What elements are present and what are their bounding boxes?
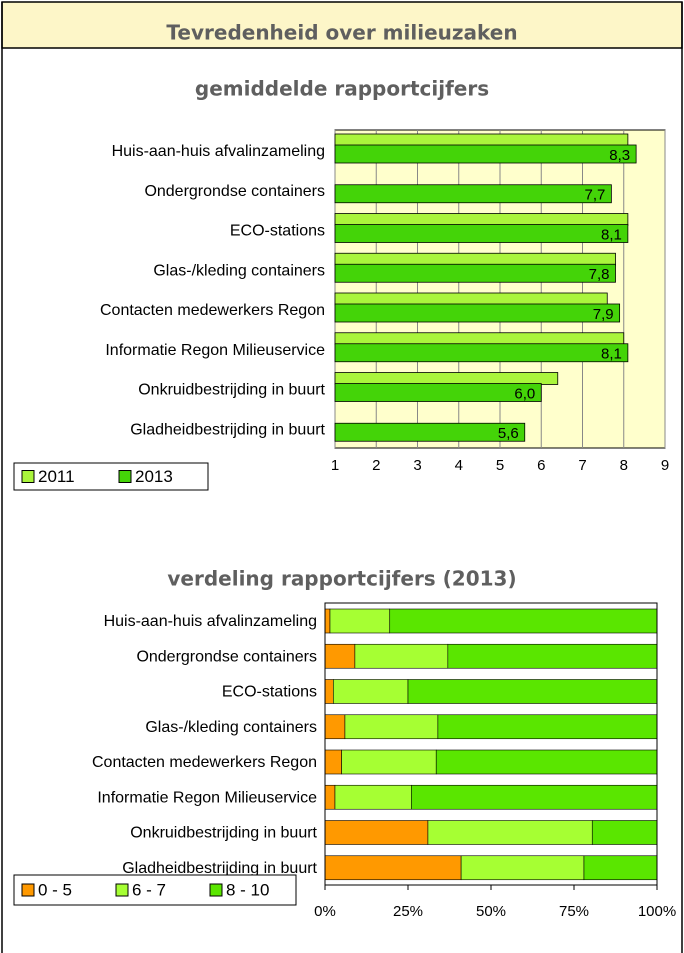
legend-swatch	[21, 883, 35, 897]
legend-box	[13, 462, 209, 491]
value-label: 7,8	[589, 266, 610, 283]
bar-segment	[324, 608, 331, 634]
value-label: 8,1	[601, 346, 622, 363]
bar-segment	[389, 608, 658, 634]
bar	[334, 263, 616, 283]
value-label: 7,9	[593, 306, 614, 323]
value-label: 8,1	[601, 226, 622, 243]
legend-label: 6 - 7	[132, 880, 166, 899]
bar-segment	[344, 714, 439, 740]
bar	[334, 332, 625, 346]
category-label: Onkruidbestrijding in buurt	[138, 382, 325, 399]
category-label: Informatie Regon Milieuservice	[105, 342, 325, 359]
chart-title: verdeling rapportcijfers (2013)	[167, 567, 516, 591]
bar	[334, 383, 542, 402]
category-label: ECO-stations	[230, 223, 325, 240]
category-label: Ondergrondse containers	[144, 183, 325, 200]
bar-segment	[437, 714, 658, 740]
bar	[334, 343, 629, 363]
bar-segment	[332, 679, 409, 704]
x-tick-label: 7	[578, 457, 586, 474]
bar	[334, 133, 629, 147]
bar	[334, 303, 621, 323]
x-tick-label: 2	[372, 457, 380, 474]
chart-title: gemiddelde rapportcijfers	[195, 77, 489, 101]
x-tick-label: 6	[537, 457, 545, 474]
legend-swatch	[115, 883, 129, 897]
bar-segment	[354, 643, 449, 669]
x-tick-label: 5	[496, 457, 504, 474]
legend-label: 2011	[38, 467, 75, 486]
bar-segment	[324, 820, 429, 845]
bar-segment	[324, 679, 334, 704]
x-tick-label: 3	[413, 457, 421, 474]
legend-swatch	[118, 470, 132, 483]
bar	[334, 184, 612, 204]
bar	[334, 292, 608, 306]
bar-segment	[407, 679, 658, 704]
category-label: Glas-/kleding containers	[153, 262, 325, 279]
legend-swatch	[209, 883, 223, 897]
category-label: Ondergrondse containers	[136, 648, 317, 665]
legend-box	[13, 874, 297, 906]
bar	[334, 224, 629, 243]
header-band	[1, 1, 683, 49]
bar-segment	[324, 749, 342, 775]
x-tick-label: 50%	[476, 903, 506, 920]
category-label: Huis-aan-huis afvalinzameling	[112, 143, 325, 160]
bar-segment	[411, 784, 658, 810]
legend-label: 0 - 5	[38, 880, 72, 899]
bar	[334, 422, 526, 442]
bar	[334, 252, 616, 266]
value-label: 6,0	[514, 385, 535, 402]
value-label: 5,6	[498, 425, 519, 442]
bar-segment	[341, 749, 437, 775]
x-tick-label: 75%	[559, 903, 589, 920]
category-label: Contacten medewerkers Regon	[92, 754, 317, 771]
category-label: ECO-stations	[222, 684, 317, 701]
x-tick-label: 1	[331, 457, 339, 474]
category-label: Onkruidbestrijding in buurt	[130, 825, 317, 842]
bar-segment	[324, 855, 462, 881]
category-label: Gladheidbestrijding in buurt	[130, 421, 325, 438]
x-tick-label: 4	[455, 457, 463, 474]
legend-swatch	[21, 470, 35, 483]
bar-segment	[329, 608, 391, 634]
bar-segment	[324, 643, 356, 669]
value-label: 7,7	[585, 187, 606, 204]
category-label: Glas-/kleding containers	[145, 719, 317, 736]
bar-segment	[583, 855, 658, 881]
value-label: 8,3	[609, 147, 630, 164]
x-tick-label: 8	[620, 457, 628, 474]
bar	[334, 144, 637, 164]
legend-label: 8 - 10	[226, 880, 269, 899]
bar-segment	[460, 855, 585, 881]
bar-segment	[324, 784, 336, 810]
category-label: Huis-aan-huis afvalinzameling	[104, 613, 317, 630]
bar	[334, 213, 629, 226]
bar-segment	[334, 784, 412, 810]
bar-segment	[427, 820, 593, 845]
x-tick-label: 9	[661, 457, 669, 474]
bar-segment	[447, 643, 658, 669]
category-label: Contacten medewerkers Regon	[100, 302, 325, 319]
x-tick-label: 25%	[393, 903, 423, 920]
header-title: Tevredenheid over milieuzaken	[166, 21, 517, 45]
bar-segment	[324, 714, 346, 740]
bar-segment	[435, 749, 658, 775]
x-tick-label: 100%	[638, 903, 676, 920]
category-label: Gladheidbestrijding in buurt	[122, 860, 317, 877]
bar	[334, 372, 559, 385]
bar-segment	[591, 820, 658, 845]
category-label: Informatie Regon Milieuservice	[97, 789, 317, 806]
legend-label: 2013	[135, 467, 173, 486]
x-tick-label: 0%	[314, 903, 336, 920]
